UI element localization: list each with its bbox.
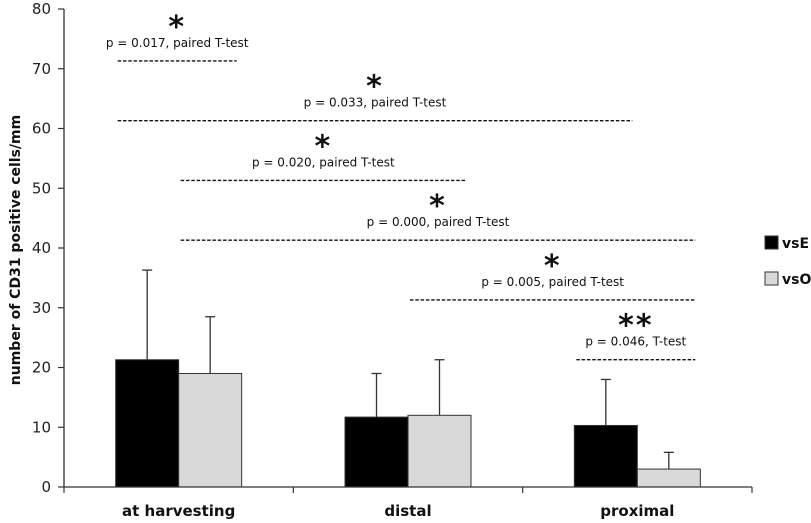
significance-stars: * [366, 70, 384, 105]
legend-swatch-vse [764, 235, 779, 250]
x-category-label: at harvesting [122, 502, 235, 520]
legend-label: vsE [782, 236, 809, 252]
significance-stars: * [429, 189, 447, 224]
y-tick-label: 0 [41, 478, 51, 496]
significance-stars: ** [618, 309, 653, 344]
p-value-label: p = 0.017, paired T-test [106, 36, 249, 50]
legend-label: vsO [782, 272, 811, 288]
annotation-layer: p = 0.017, paired T-test*p = 0.033, pair… [106, 10, 696, 361]
axes-layer: 0 10 20 30 40 50 60 70 80 at harvesting distal prox… [32, 0, 753, 520]
p-value-label: p = 0.046, T-test [585, 335, 686, 349]
significance-stars: * [168, 10, 186, 45]
legend: vsE vsO [764, 235, 811, 288]
bar-vse [115, 359, 180, 488]
y-tick-label: 80 [32, 0, 51, 18]
y-tick-label: 50 [32, 179, 51, 197]
y-tick-label: 60 [32, 120, 51, 138]
p-value-label: p = 0.005, paired T-test [481, 275, 624, 289]
x-category-label: distal [384, 502, 431, 520]
y-tick-label: 10 [32, 418, 51, 436]
legend-swatch-vso [764, 271, 779, 286]
significance-stars: * [544, 249, 562, 284]
y-tick-label: 70 [32, 60, 51, 78]
bar-vso [407, 414, 472, 488]
significance-stars: * [314, 129, 332, 164]
x-category-label: proximal [600, 502, 674, 520]
bar-vso [636, 468, 701, 488]
y-tick-label: 30 [32, 299, 51, 317]
p-value-label: p = 0.020, paired T-test [252, 155, 395, 169]
y-axis-title: number of CD31 positive cells/mm [8, 115, 24, 385]
y-tick-label: 40 [32, 239, 51, 257]
bar-vse [573, 424, 638, 488]
bar-vse [344, 416, 409, 488]
bar-vso [178, 372, 243, 488]
p-value-label: p = 0.000, paired T-test [367, 215, 510, 229]
bars-layer [115, 269, 701, 488]
p-value-label: p = 0.033, paired T-test [304, 96, 447, 110]
y-tick-label: 20 [32, 359, 51, 377]
